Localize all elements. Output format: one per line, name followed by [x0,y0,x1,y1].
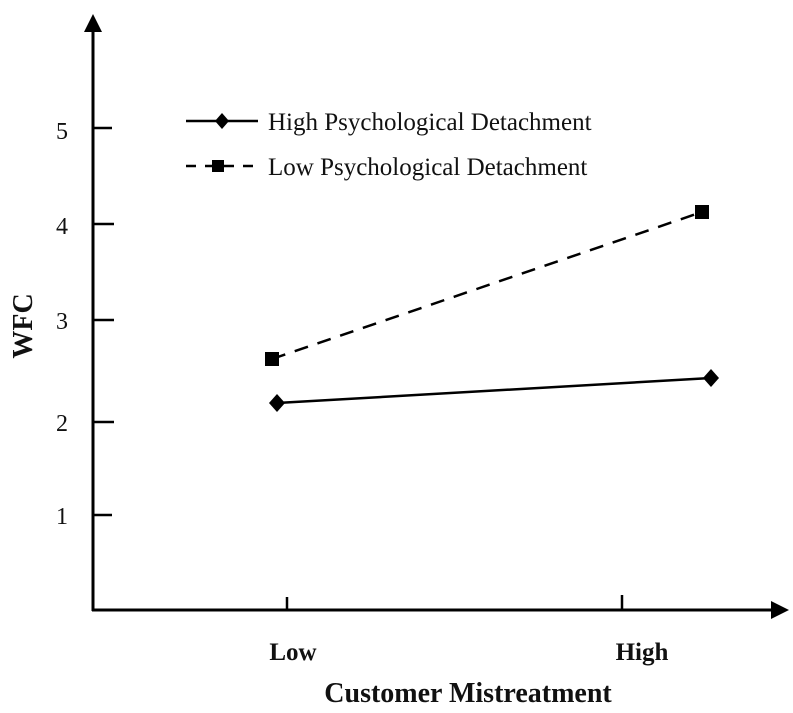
series-low-detachment [265,205,709,366]
diamond-marker-icon [269,394,285,412]
x-tick-label-low: Low [269,639,316,666]
y-tick-label-5: 5 [56,119,68,145]
y-tick-label-4: 4 [56,214,68,240]
series-high-line [276,376,712,405]
y-tick-label-1: 1 [56,504,68,530]
x-tick-label-high: High [616,639,669,666]
y-tick-label-2: 2 [56,411,68,437]
legend-item-high: High Psychological Detachment [186,109,592,136]
legend-label-high: High Psychological Detachment [268,109,592,136]
legend-label-low: Low Psychological Detachment [268,154,587,181]
diamond-marker-icon [215,113,229,129]
x-axis-title: Customer Mistreatment [324,678,612,709]
diamond-marker-icon [703,369,719,387]
square-marker-icon [265,352,279,366]
legend: High Psychological Detachment Low Psycho… [186,109,592,181]
square-marker-icon [212,160,224,172]
y-axis-arrow-icon [84,14,102,32]
x-ticks [285,595,624,610]
y-tick-labels: 1 2 3 4 5 [56,119,68,530]
y-tick-label-3: 3 [56,309,68,335]
series-low-line [271,210,703,361]
y-ticks [93,126,114,517]
x-axis-arrow-icon [771,601,789,619]
y-axis-title: WFC [8,293,39,358]
series-high-detachment [269,369,719,412]
square-marker-icon [695,205,709,219]
legend-item-low: Low Psychological Detachment [186,154,587,181]
